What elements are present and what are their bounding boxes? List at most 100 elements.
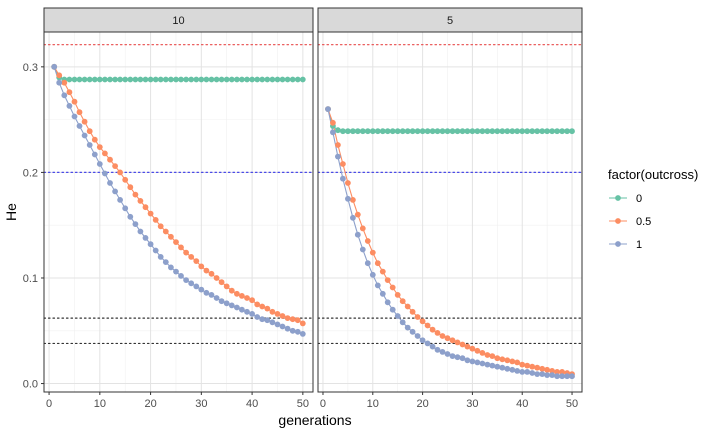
data-point-1 [173,268,179,275]
data-point-1 [76,123,83,129]
data-point-1 [554,373,560,380]
data-point-0.5 [544,366,550,373]
data-point-0 [249,76,256,83]
data-point-1 [61,92,68,99]
data-point-1 [499,364,506,371]
x-tick-label: 50 [566,398,578,410]
data-point-0.5 [489,353,496,359]
x-tick-label: 10 [367,398,379,410]
data-point-1 [369,271,376,278]
data-point-1 [162,259,169,265]
data-point-0 [340,128,346,135]
data-point-0 [409,128,416,135]
data-point-0 [173,76,179,83]
data-point-0 [564,128,570,135]
data-point-0 [66,76,73,83]
data-point-0.5 [132,191,139,198]
data-point-0.5 [244,295,250,301]
data-point-1 [269,319,276,326]
data-point-1 [279,323,286,330]
data-point-0 [534,128,541,135]
data-point-0 [269,76,276,83]
data-point-0 [218,76,225,83]
data-point-0.5 [234,290,240,297]
data-point-0.5 [284,315,291,321]
data-point-0.5 [554,369,560,375]
data-point-0 [127,76,134,83]
data-point-1 [107,180,113,186]
data-point-0.5 [369,249,376,256]
data-point-0 [152,76,159,83]
data-point-1 [549,372,555,378]
data-point-0.5 [499,356,506,363]
data-point-1 [350,214,356,221]
data-point-1 [157,254,164,260]
data-point-1 [444,351,451,357]
data-point-0 [213,76,220,83]
data-point-0.5 [484,352,491,358]
data-point-0.5 [414,314,421,320]
data-point-0 [509,128,516,135]
data-point-0 [223,76,230,83]
x-tick-label: 50 [297,398,309,410]
data-point-0 [559,128,565,135]
y-tick-label: 0.1 [23,273,38,285]
data-point-0.5 [534,364,541,371]
legend-key [609,195,627,201]
data-point-1 [459,355,466,362]
panel-border [317,31,583,393]
data-point-0 [254,76,261,83]
data-point-0 [228,76,235,83]
data-point-1 [374,282,381,289]
data-point-1 [137,228,144,235]
data-point-0 [479,128,486,135]
data-point-0 [359,128,366,135]
data-point-0.5 [198,263,205,270]
data-point-1 [464,357,471,364]
data-point-0.5 [389,284,396,291]
facet-strip [43,7,314,33]
data-point-0 [157,76,164,83]
data-point-1 [284,325,291,332]
data-point-0.5 [444,335,451,342]
data-point-0 [117,76,123,83]
data-point-0.5 [529,363,536,370]
x-tick-label: 40 [246,398,258,410]
data-point-0 [91,76,98,83]
data-point-0 [369,128,376,135]
data-point-1 [469,358,476,365]
legend: factor(outcross) 0 0.5 1 [608,167,698,251]
data-point-1 [434,346,441,353]
data-point-1 [509,366,516,373]
data-point-0.5 [66,89,73,96]
data-point-0.5 [228,287,235,294]
data-point-0 [424,128,431,135]
data-point-0.5 [519,361,526,368]
data-point-1 [213,295,220,301]
data-point-0 [162,76,169,83]
data-point-0.5 [504,357,511,364]
data-point-0 [549,128,555,135]
data-point-0 [284,76,291,83]
data-point-0.5 [439,333,446,339]
data-point-1 [539,371,546,377]
data-point-1 [254,314,261,320]
data-point-1 [218,298,225,305]
data-point-0 [529,128,536,135]
x-tick-label: 30 [466,398,478,410]
data-point-0 [137,76,144,83]
data-point-0.5 [91,136,98,143]
x-tick-label: 40 [516,398,528,410]
data-point-1 [249,311,256,317]
data-point-0.5 [340,161,346,167]
data-point-0 [524,128,531,135]
data-point-0.5 [86,128,93,135]
data-point-1 [414,333,421,339]
data-point-0.5 [168,233,174,240]
facet-strip-label: 10 [172,15,184,27]
data-point-1 [379,290,386,297]
data-point-1 [429,343,436,350]
data-point-1 [474,359,481,366]
data-point-0 [489,128,496,135]
